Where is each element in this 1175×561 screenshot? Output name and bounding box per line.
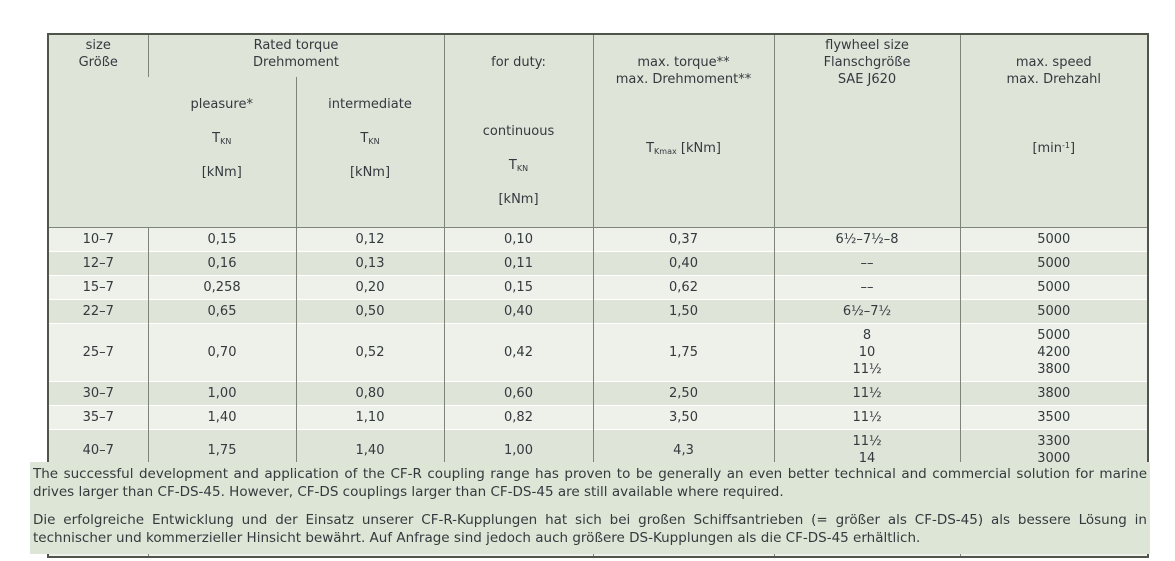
- cell-pleasure: 0,70: [147, 323, 296, 382]
- cell-size: 12–7: [48, 251, 148, 276]
- table-row: 12–7 0,16 0,13 0,11 0,40 –– 5000: [48, 251, 1149, 276]
- header-max-torque-label: max. torque** max. Drehmoment**: [615, 55, 752, 87]
- table-row: 25–7 0,70 0,52 0,42 1,75 8 10 11½ 5000 4200 38…: [48, 323, 1149, 382]
- cell-continuous: 0,40: [443, 299, 594, 324]
- max-torque-symbol: TKmax [kNm]: [646, 141, 721, 156]
- cell-flywheel: ––: [773, 275, 961, 300]
- cell-speed: 3500: [959, 405, 1149, 430]
- cell-pleasure: 0,16: [147, 251, 296, 276]
- table-row: 22–7 0,65 0,50 0,40 1,50 6½–7½ 5000: [48, 299, 1149, 324]
- header-rated-torque: Rated torque Drehmoment: [147, 34, 445, 78]
- header-intermediate: intermediate TKN [kNm]: [295, 77, 445, 228]
- cell-size: 30–7: [48, 381, 148, 406]
- header-for-duty-label: for duty:: [491, 55, 546, 70]
- cell-size: 35–7: [48, 405, 148, 430]
- header-pleasure-label: pleasure*: [190, 97, 253, 113]
- cell-speed: 5000: [959, 251, 1149, 276]
- cell-max_torque: 0,40: [592, 251, 775, 276]
- cell-intermediate: 0,13: [295, 251, 445, 276]
- cell-pleasure: 1,40: [147, 405, 296, 430]
- cell-flywheel: 11½: [773, 405, 961, 430]
- spacer: [598, 105, 770, 123]
- torque-symbol: TKN: [508, 158, 529, 173]
- torque-unit: [kNm]: [498, 192, 539, 207]
- cell-max_torque: 1,50: [592, 299, 775, 324]
- cell-continuous: 0,82: [443, 405, 594, 430]
- cell-size: 25–7: [48, 323, 148, 382]
- header-intermediate-label: intermediate: [328, 97, 412, 113]
- torque-symbol: TKN: [212, 131, 232, 147]
- cell-pleasure: 0,15: [147, 227, 296, 252]
- torque-unit: [kNm]: [349, 165, 391, 181]
- cell-size: 22–7: [48, 299, 148, 324]
- table-header: size Größe Rated torque Drehmoment for d…: [48, 34, 1149, 228]
- cell-continuous: 0,15: [443, 275, 594, 300]
- table-body: 10–7 0,15 0,12 0,10 0,37 6½–7½–8 5000 12–7 0,16 0…: [48, 227, 1149, 471]
- table-row: 10–7 0,15 0,12 0,10 0,37 6½–7½–8 5000: [48, 227, 1149, 252]
- cell-flywheel: 6½–7½–8: [773, 227, 961, 252]
- header-max-torque: max. torque** max. Drehmoment** TKmax [k…: [592, 34, 775, 228]
- cell-flywheel: 8 10 11½: [773, 323, 961, 382]
- cell-speed: 5000 4200 3800: [959, 323, 1149, 382]
- speed-unit: [min-1]: [1032, 141, 1076, 156]
- notes-block: The successful development and applicati…: [30, 462, 1150, 554]
- cell-speed: 5000: [959, 299, 1149, 324]
- header-continuous-label: continuous: [482, 124, 555, 139]
- cell-size: 10–7: [48, 227, 148, 252]
- note-en: The successful development and applicati…: [33, 466, 1147, 500]
- cell-speed: 3800: [959, 381, 1149, 406]
- coupling-spec-table: size Größe Rated torque Drehmoment for d…: [47, 33, 1150, 558]
- header-pleasure: pleasure* TKN [kNm]: [148, 77, 296, 228]
- cell-intermediate: 1,10: [295, 405, 445, 430]
- cell-intermediate: 0,12: [295, 227, 445, 252]
- cell-pleasure: 0,65: [147, 299, 296, 324]
- table-row: 30–7 1,00 0,80 0,60 2,50 11½ 3800: [48, 381, 1149, 406]
- cell-intermediate: 0,50: [295, 299, 445, 324]
- cell-speed: 5000: [959, 275, 1149, 300]
- cell-flywheel: 6½–7½: [773, 299, 961, 324]
- torque-unit: [kNm]: [201, 165, 242, 181]
- torque-symbol: TKN: [360, 131, 380, 147]
- cell-max_torque: 0,62: [592, 275, 775, 300]
- cell-max_torque: 3,50: [592, 405, 775, 430]
- note-de: Die erfolgreiche Entwicklung und der Ein…: [33, 512, 1147, 546]
- cell-size: 15–7: [48, 275, 148, 300]
- header-max-speed: max. speed max. Drehzahl [min-1]: [959, 34, 1149, 228]
- cell-intermediate: 0,52: [295, 323, 445, 382]
- table-row: 35–7 1,40 1,10 0,82 3,50 11½ 3500: [48, 405, 1149, 430]
- header-continuous: for duty: continuous TKN [kNm]: [443, 34, 594, 228]
- spacer: [965, 105, 1144, 123]
- cell-max_torque: 0,37: [592, 227, 775, 252]
- cell-pleasure: 1,00: [147, 381, 296, 406]
- cell-continuous: 0,10: [443, 227, 594, 252]
- table-row: 15–7 0,258 0,20 0,15 0,62 –– 5000: [48, 275, 1149, 300]
- cell-intermediate: 0,20: [295, 275, 445, 300]
- cell-pleasure: 0,258: [147, 275, 296, 300]
- spacer: [449, 88, 589, 106]
- cell-continuous: 0,11: [443, 251, 594, 276]
- cell-max_torque: 2,50: [592, 381, 775, 406]
- header-flywheel: flywheel size Flanschgröße SAE J620: [773, 34, 961, 228]
- cell-max_torque: 1,75: [592, 323, 775, 382]
- cell-continuous: 0,60: [443, 381, 594, 406]
- cell-continuous: 0,42: [443, 323, 594, 382]
- header-size: size Größe: [48, 34, 148, 228]
- cell-flywheel: ––: [773, 251, 961, 276]
- header-max-speed-label: max. speed max. Drehzahl: [1006, 55, 1102, 87]
- cell-flywheel: 11½: [773, 381, 961, 406]
- cell-intermediate: 0,80: [295, 381, 445, 406]
- cell-speed: 5000: [959, 227, 1149, 252]
